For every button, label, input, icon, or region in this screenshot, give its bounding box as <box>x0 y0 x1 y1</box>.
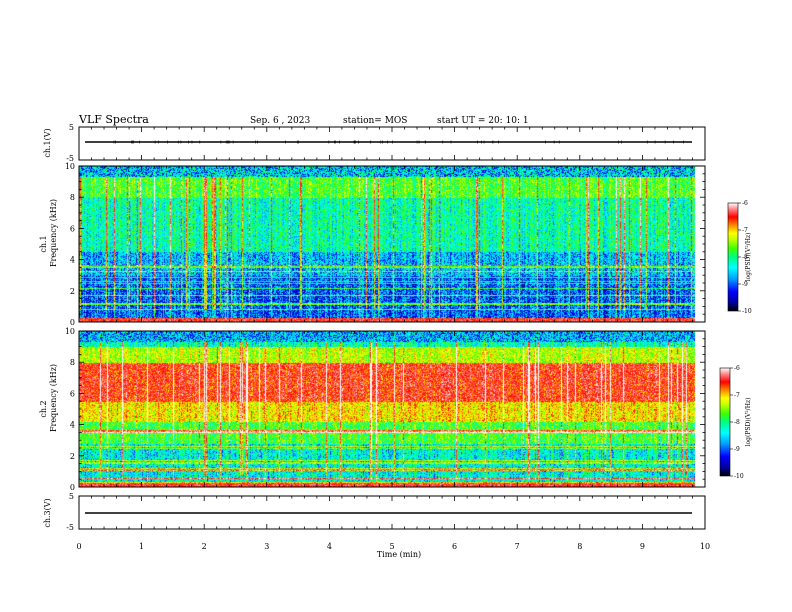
ch3-waveform-ylabel: ch.3(V) <box>43 498 52 527</box>
colorbar-tick-label: -9 <box>742 281 748 288</box>
ch1-spectrogram-ylabel-frequency: Frequency (kHz) <box>49 199 58 267</box>
ch1-waveform-panel: 5 -5 ch.1(V) <box>43 123 706 163</box>
x-tick-label: 5 <box>389 542 394 551</box>
y-tick-label: 10 <box>65 327 75 336</box>
colorbar-tick-label: -6 <box>734 365 740 372</box>
ch1-waveform-ylabel: ch.1(V) <box>43 128 52 157</box>
ch1-spectrogram-image <box>79 166 705 322</box>
ch1-waveform-spikes <box>113 140 684 144</box>
start-time-label: start UT = 20: 10: 1 <box>437 116 529 126</box>
colorbar-tick-label: -10 <box>742 308 752 315</box>
x-tick-label: 2 <box>202 542 207 551</box>
colorbar-tick-label: -8 <box>734 419 740 426</box>
x-tick-label: 10 <box>700 542 710 551</box>
ch1-colorbar-ticks: -6 -7 -8 -9 -10 <box>738 200 752 315</box>
ch2-spectrogram-ylabel-frequency: Frequency (kHz) <box>49 364 58 432</box>
ch1-spectrogram-panel: 0 2 4 6 8 10 ch.1 Frequency (kHz) -6 -7 -8 -9 -10… <box>39 162 752 327</box>
ch2-colorbar-label: log(PSD)(V²/Hz) <box>745 398 752 447</box>
station-label: station= MOS <box>343 116 407 126</box>
x-tick-label: 6 <box>452 542 457 551</box>
x-tick-label: 0 <box>76 542 81 551</box>
colorbar-tick-label: -10 <box>734 473 744 480</box>
ch1-colorbar-label: log(PSD)(V²/Hz) <box>745 233 752 282</box>
ch1-waveform-frame <box>78 126 706 161</box>
ch2-spectrogram-yticks: 0 2 4 6 8 10 <box>65 327 705 492</box>
ch2-colorbar <box>719 367 731 477</box>
y-tick-label: 4 <box>70 256 75 265</box>
y-tick-label: 2 <box>70 452 75 461</box>
y-tick-label: 6 <box>70 224 75 233</box>
y-tick-label: 8 <box>70 193 75 202</box>
x-tick-label: 1 <box>139 542 144 551</box>
x-tick-label: 7 <box>515 542 520 551</box>
x-tick-label: 4 <box>327 542 332 551</box>
ch2-colorbar-ticks: -6 -7 -8 -9 -10 <box>730 365 744 480</box>
x-tick-label: 8 <box>577 542 582 551</box>
x-tick-label: 9 <box>640 542 645 551</box>
y-tick-label: 6 <box>70 389 75 398</box>
y-tick-label: 0 <box>70 318 75 327</box>
colorbar-tick-label: -7 <box>742 227 748 234</box>
ch3-waveform-panel: 5 -5 ch.3(V) <box>43 492 706 532</box>
ch1-spectrogram-yticks: 0 2 4 6 8 10 <box>65 162 705 327</box>
y-tick-label: 0 <box>70 483 75 492</box>
y-tick-label: 2 <box>70 287 75 296</box>
ch1-ytick-bottom: -5 <box>66 154 74 163</box>
ch3-ytick-bottom: -5 <box>66 523 74 532</box>
y-tick-label: 8 <box>70 358 75 367</box>
ch2-spectrogram-panel: 0 2 4 6 8 10 ch.2 Frequency (kHz) -6 -7 -8 -9 -10… <box>39 327 752 492</box>
ch1-colorbar <box>727 202 739 312</box>
ch3-ytick-top: 5 <box>69 492 74 501</box>
y-tick-label: 4 <box>70 421 75 430</box>
ch2-spectrogram-image <box>79 331 705 487</box>
ch2-spectrogram-ylabel-channel: ch.2 <box>39 400 48 417</box>
recording-date: Sep. 6 , 2023 <box>250 116 310 126</box>
time-axis-ticks: 0 1 2 3 4 5 6 7 8 9 10 <box>76 127 710 551</box>
y-tick-label: 10 <box>65 162 75 171</box>
ch1-ytick-top: 5 <box>69 123 74 132</box>
figure-title: VLF Spectra <box>78 113 149 126</box>
x-tick-label: 3 <box>264 542 269 551</box>
ch1-spectrogram-ylabel-channel: ch.1 <box>39 235 48 252</box>
colorbar-tick-label: -8 <box>742 254 748 261</box>
colorbar-tick-label: -7 <box>734 392 740 399</box>
colorbar-tick-label: -6 <box>742 200 748 207</box>
time-axis-label: Time (min) <box>377 550 421 559</box>
colorbar-tick-label: -9 <box>734 446 740 453</box>
